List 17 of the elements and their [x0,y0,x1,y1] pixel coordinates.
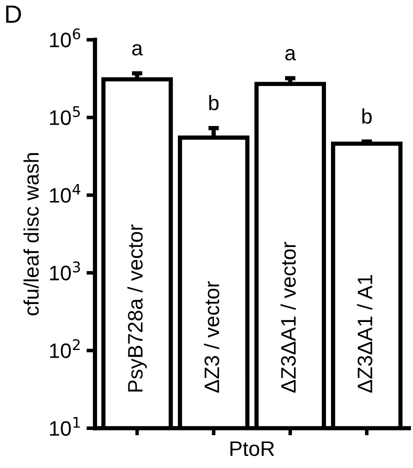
x-tick-label: ΔZ3ΔA1 / A1 [357,274,372,393]
y-tick-label: 10$^{5}$ [50,106,80,126]
text: D [6,6,21,23]
y-tick-label: 10$^{3}$ [50,261,80,280]
x-tick-label: PsyB728a / vector [127,224,147,392]
y-axis-title: cfu/leaf disc wash [23,153,39,316]
x-axis-title: PtoR [230,441,274,456]
annotation: a [132,44,143,56]
y-tick-label: 10$^{1}$ [50,417,80,436]
annotation: b [362,108,372,124]
y-tick-label: 10$^{6}$ [50,28,80,48]
annotation: a [285,49,296,60]
x-tick-label: ΔZ3 / vector [204,281,220,393]
y-tick-label: 10$^{2}$ [50,339,80,358]
y-tick-label: 10$^{4}$ [50,184,80,203]
annotation: b [209,94,219,110]
x-tick-label: ΔZ3ΔA1 / vector [280,242,296,393]
